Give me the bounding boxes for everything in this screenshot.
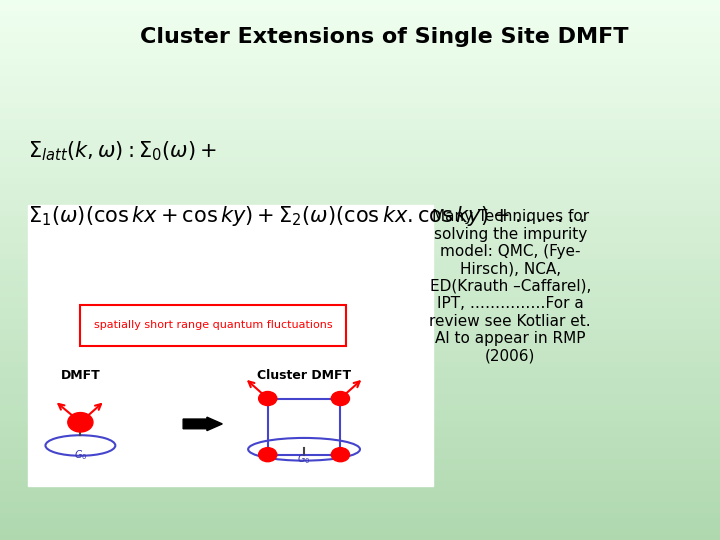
Text: $\Sigma_1(\omega)(\cos kx + \cos ky) + \Sigma_2(\omega)(\cos kx.\cos ky)+.......: $\Sigma_1(\omega)(\cos kx + \cos ky) + \… [28, 204, 585, 228]
FancyArrow shape [183, 417, 222, 431]
Text: Cluster DMFT: Cluster DMFT [257, 369, 351, 382]
Text: $G_0$: $G_0$ [297, 452, 311, 466]
Text: $G_0$: $G_0$ [73, 448, 87, 462]
Text: spatially short range quantum fluctuations: spatially short range quantum fluctuatio… [94, 320, 333, 330]
Circle shape [331, 392, 349, 406]
Circle shape [331, 448, 349, 462]
Text: Many Techniques for
solving the impurity
model: QMC, (Fye-
Hirsch), NCA,
ED(Krau: Many Techniques for solving the impurity… [429, 209, 591, 363]
Text: $\Sigma_{latt}(k,\omega): \Sigma_0(\omega)+$: $\Sigma_{latt}(k,\omega): \Sigma_0(\omeg… [28, 139, 217, 163]
Circle shape [68, 413, 93, 432]
Circle shape [258, 448, 276, 462]
Circle shape [258, 392, 276, 406]
FancyBboxPatch shape [81, 305, 346, 346]
Text: DMFT: DMFT [60, 369, 100, 382]
Text: Cluster Extensions of Single Site DMFT: Cluster Extensions of Single Site DMFT [140, 27, 629, 47]
FancyBboxPatch shape [28, 205, 433, 486]
